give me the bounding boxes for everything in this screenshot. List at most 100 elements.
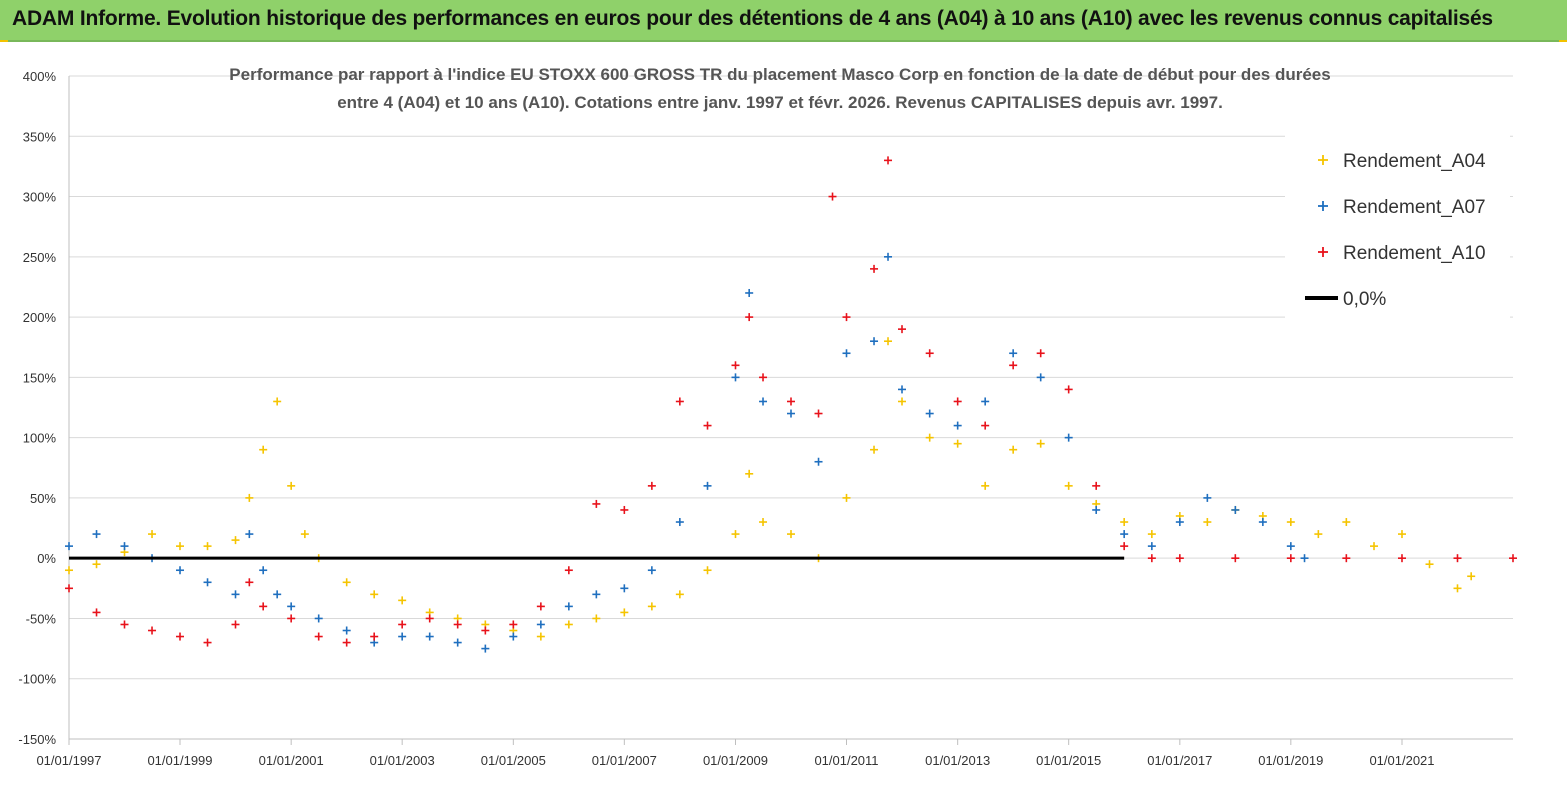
data-point-rendement-a10 [842, 313, 851, 322]
data-point-rendement-a10 [759, 373, 768, 382]
data-point-rendement-a04 [287, 481, 296, 490]
data-point-rendement-a10 [120, 620, 129, 629]
data-point-rendement-a07 [120, 542, 129, 551]
chart-title-line-1: Performance par rapport à l'indice EU ST… [229, 65, 1330, 84]
x-axis-ticks: 01/01/1997 01/01/1999 01/01/2001 01/01/2003… [36, 739, 1435, 768]
data-point-rendement-a04 [231, 536, 240, 545]
data-point-rendement-a10 [703, 421, 712, 430]
legend: Rendement_A04 Rendement_A07 Rendement_A10 0… [1305, 151, 1486, 310]
data-point-rendement-a04 [925, 433, 934, 442]
data-point-rendement-a10 [370, 632, 379, 641]
data-point-rendement-a04 [731, 530, 740, 539]
x-tick-label: 01/01/2017 [1147, 753, 1212, 768]
data-point-rendement-a10 [203, 638, 212, 647]
data-point-rendement-a10 [1397, 554, 1406, 563]
data-point-rendement-a07 [981, 397, 990, 406]
data-point-rendement-a07 [842, 349, 851, 358]
data-point-rendement-a04 [870, 445, 879, 454]
data-point-rendement-a07 [398, 632, 407, 641]
chart-title-line-2: entre 4 (A04) et 10 ans (A10). Cotations… [337, 93, 1223, 112]
data-point-rendement-a04 [1397, 530, 1406, 539]
data-point-rendement-a07 [481, 644, 490, 653]
data-point-rendement-a10 [1120, 542, 1129, 551]
data-point-rendement-a04 [1147, 530, 1156, 539]
data-point-rendement-a10 [259, 602, 268, 611]
data-point-rendement-a04 [1467, 572, 1476, 581]
data-point-rendement-a07 [1120, 530, 1129, 539]
data-point-rendement-a04 [370, 590, 379, 599]
data-point-rendement-a10 [675, 397, 684, 406]
data-point-rendement-a04 [273, 397, 282, 406]
data-point-rendement-a07 [273, 590, 282, 599]
y-tick-label: 400% [23, 69, 57, 84]
title-banner: ADAM Informe. Evolution historique des p… [0, 0, 1567, 42]
data-point-rendement-a04 [703, 566, 712, 575]
data-point-rendement-a07 [287, 602, 296, 611]
grid-lines [68, 75, 1513, 740]
data-point-rendement-a07 [1286, 542, 1295, 551]
data-point-rendement-a04 [536, 632, 545, 641]
data-point-rendement-a04 [259, 445, 268, 454]
legend-item-rendement-a10: Rendement_A10 [1318, 243, 1486, 264]
data-point-rendement-a10 [425, 614, 434, 623]
data-point-rendement-a10 [731, 361, 740, 370]
legend-label: 0,0% [1343, 289, 1386, 310]
y-tick-label: 250% [23, 250, 57, 265]
banner-title: ADAM Informe. Evolution historique des p… [12, 7, 1493, 30]
x-tick-label: 01/01/2007 [592, 753, 657, 768]
data-point-rendement-a04 [1120, 518, 1129, 527]
data-point-rendement-a07 [592, 590, 601, 599]
data-point-rendement-a10 [814, 409, 823, 418]
data-point-rendement-a07 [564, 602, 573, 611]
data-point-rendement-a07 [787, 409, 795, 418]
data-point-rendement-a07 [1203, 493, 1212, 502]
data-point-rendement-a10 [245, 578, 254, 587]
y-tick-label: -100% [18, 672, 56, 687]
data-point-rendement-a10 [1009, 361, 1018, 370]
data-point-rendement-a04 [620, 608, 629, 617]
data-point-rendement-a04 [1009, 445, 1018, 454]
data-point-rendement-a04 [745, 469, 754, 478]
data-point-rendement-a04 [1036, 439, 1045, 448]
data-point-rendement-a07 [745, 288, 754, 297]
data-point-rendement-a04 [203, 542, 212, 551]
legend-item-0-0-: 0,0% [1305, 289, 1386, 310]
x-tick-label: 01/01/2003 [370, 753, 435, 768]
y-tick-label: 350% [23, 129, 57, 144]
data-point-rendement-a04 [592, 614, 601, 623]
data-point-rendement-a07 [953, 421, 962, 430]
data-point-rendement-a07 [647, 566, 656, 575]
data-point-rendement-a04 [1425, 560, 1434, 569]
data-point-rendement-a04 [675, 590, 684, 599]
data-point-rendement-a10 [398, 620, 407, 629]
data-point-rendement-a07 [1064, 433, 1073, 442]
data-point-rendement-a07 [703, 481, 712, 490]
data-point-rendement-a07 [870, 337, 879, 346]
data-point-rendement-a10 [1453, 554, 1462, 563]
data-point-rendement-a10 [148, 626, 157, 635]
data-point-rendement-a04 [92, 560, 101, 569]
legend-label: Rendement_A07 [1343, 197, 1486, 218]
y-tick-label: 50% [30, 491, 56, 506]
data-point-rendement-a07 [245, 530, 254, 539]
x-tick-label: 01/01/2015 [1036, 753, 1101, 768]
data-point-rendement-a10 [287, 614, 296, 623]
data-point-rendement-a10 [620, 505, 629, 514]
data-point-rendement-a10 [1231, 554, 1240, 563]
data-point-rendement-a07 [203, 578, 212, 587]
scatter-chart: 400% 350% 300% 250% 200% 150% 100% 50% 0% -50% -10… [18, 65, 1517, 768]
legend-item-rendement-a04: Rendement_A04 [1318, 151, 1486, 172]
data-point-rendement-a07 [898, 385, 907, 394]
data-point-rendement-a07 [259, 566, 268, 575]
x-tick-label: 01/01/2019 [1258, 753, 1323, 768]
data-point-rendement-a07 [1092, 505, 1101, 514]
data-point-rendement-a04 [1342, 518, 1351, 527]
data-point-rendement-a04 [1286, 518, 1295, 527]
data-point-rendement-a07 [675, 518, 684, 527]
x-tick-label: 01/01/1997 [36, 753, 101, 768]
data-point-rendement-a04 [647, 602, 656, 611]
y-tick-label: 0% [37, 551, 56, 566]
y-tick-label: 300% [23, 190, 57, 205]
data-point-rendement-a04 [842, 493, 851, 502]
data-point-rendement-a07 [509, 632, 518, 641]
